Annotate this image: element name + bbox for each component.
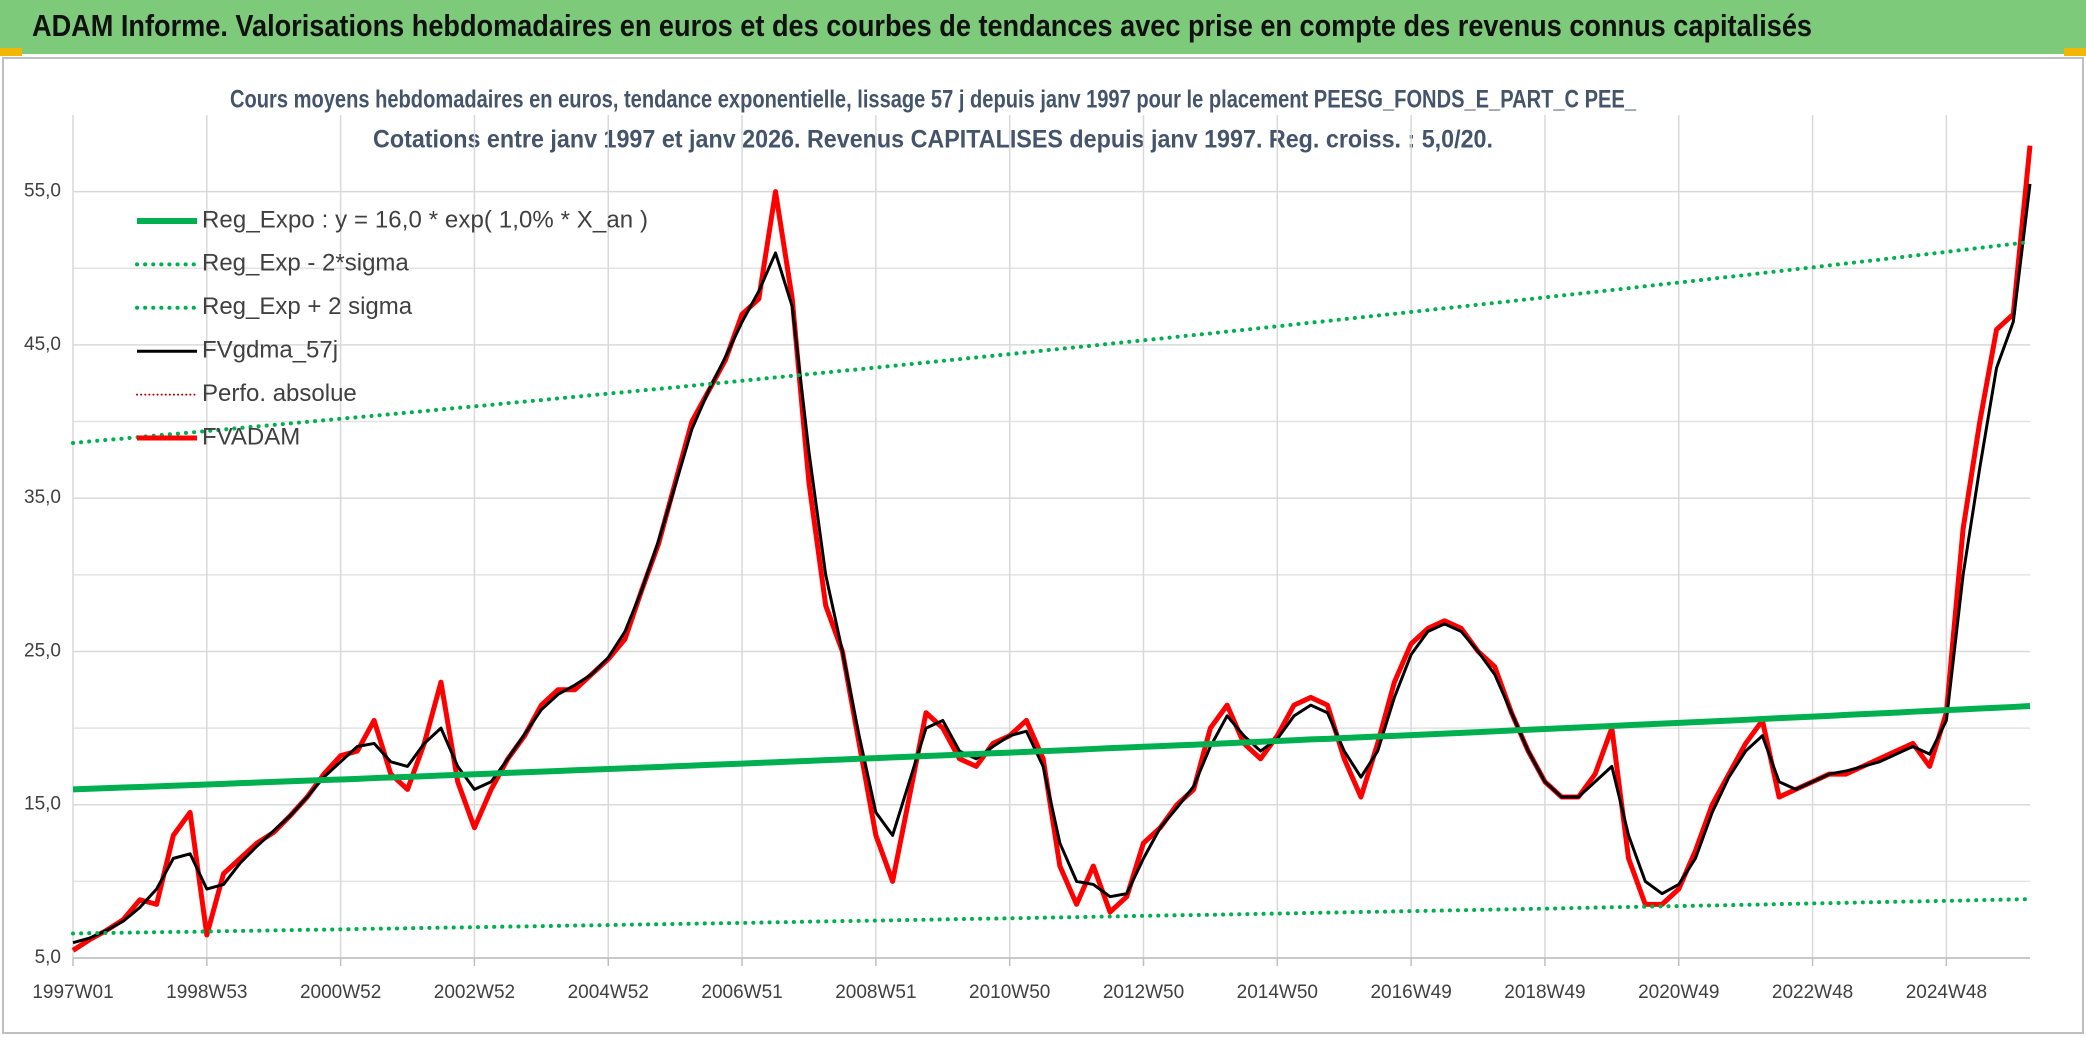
- x-tick-label: 2024W48: [1906, 982, 1987, 1003]
- x-tick-label: 2000W52: [300, 982, 381, 1003]
- x-tick-label: 1998W53: [166, 982, 247, 1003]
- series-line: [71, 897, 2032, 936]
- x-tick-label: 2012W50: [1103, 982, 1184, 1003]
- plot: [71, 145, 2033, 953]
- corner-accent: [2064, 48, 2086, 56]
- x-tick-label: 2020W49: [1638, 982, 1719, 1003]
- legend-label: FVgdma_57j: [202, 337, 338, 364]
- x-tick-label: 2010W50: [969, 982, 1050, 1003]
- x-tick-label: 2014W50: [1237, 982, 1318, 1003]
- x-tick-label: 2016W49: [1370, 982, 1451, 1003]
- x-tick-label: 2018W49: [1504, 982, 1585, 1003]
- corner-accent: [0, 48, 22, 56]
- legend-label: FVADAM: [202, 423, 300, 450]
- title-bar: [0, 0, 2086, 54]
- x-tick-label: 2008W51: [835, 982, 916, 1003]
- y-tick-label: 45,0: [24, 334, 61, 355]
- y-tick-label: 55,0: [24, 181, 61, 202]
- page-title: ADAM Informe. Valorisations hebdomadaire…: [32, 8, 1812, 43]
- series-line: [72, 183, 2032, 945]
- legend-label: Reg_Exp + 2 sigma: [202, 293, 413, 320]
- y-tick-label: 15,0: [24, 794, 61, 815]
- x-tick-label: 2004W52: [568, 982, 649, 1003]
- legend: Reg_Expo : y = 16,0 * exp( 1,0% * X_an )…: [135, 206, 648, 450]
- legend-label: Reg_Exp - 2*sigma: [202, 250, 409, 277]
- x-tick-label: 2022W48: [1772, 982, 1853, 1003]
- legend-label: Perfo. absolue: [202, 380, 357, 407]
- legend-label: Reg_Expo : y = 16,0 * exp( 1,0% * X_an ): [202, 206, 648, 233]
- series-line: [72, 703, 2031, 793]
- x-tick-label: 1997W01: [32, 982, 113, 1003]
- series-line: [71, 145, 2033, 953]
- x-tick-label: 2002W52: [434, 982, 515, 1003]
- y-tick-label: 35,0: [24, 487, 61, 508]
- y-tick-label: 5,0: [35, 947, 61, 968]
- chart-frame: [2, 57, 2084, 1034]
- x-tick-label: 2006W51: [701, 982, 782, 1003]
- chart-title: Cours moyens hebdomadaires en euros, ten…: [230, 86, 1637, 114]
- chart-subtitle: Cotations entre janv 1997 et janv 2026. …: [373, 126, 1493, 154]
- y-tick-label: 25,0: [24, 640, 61, 661]
